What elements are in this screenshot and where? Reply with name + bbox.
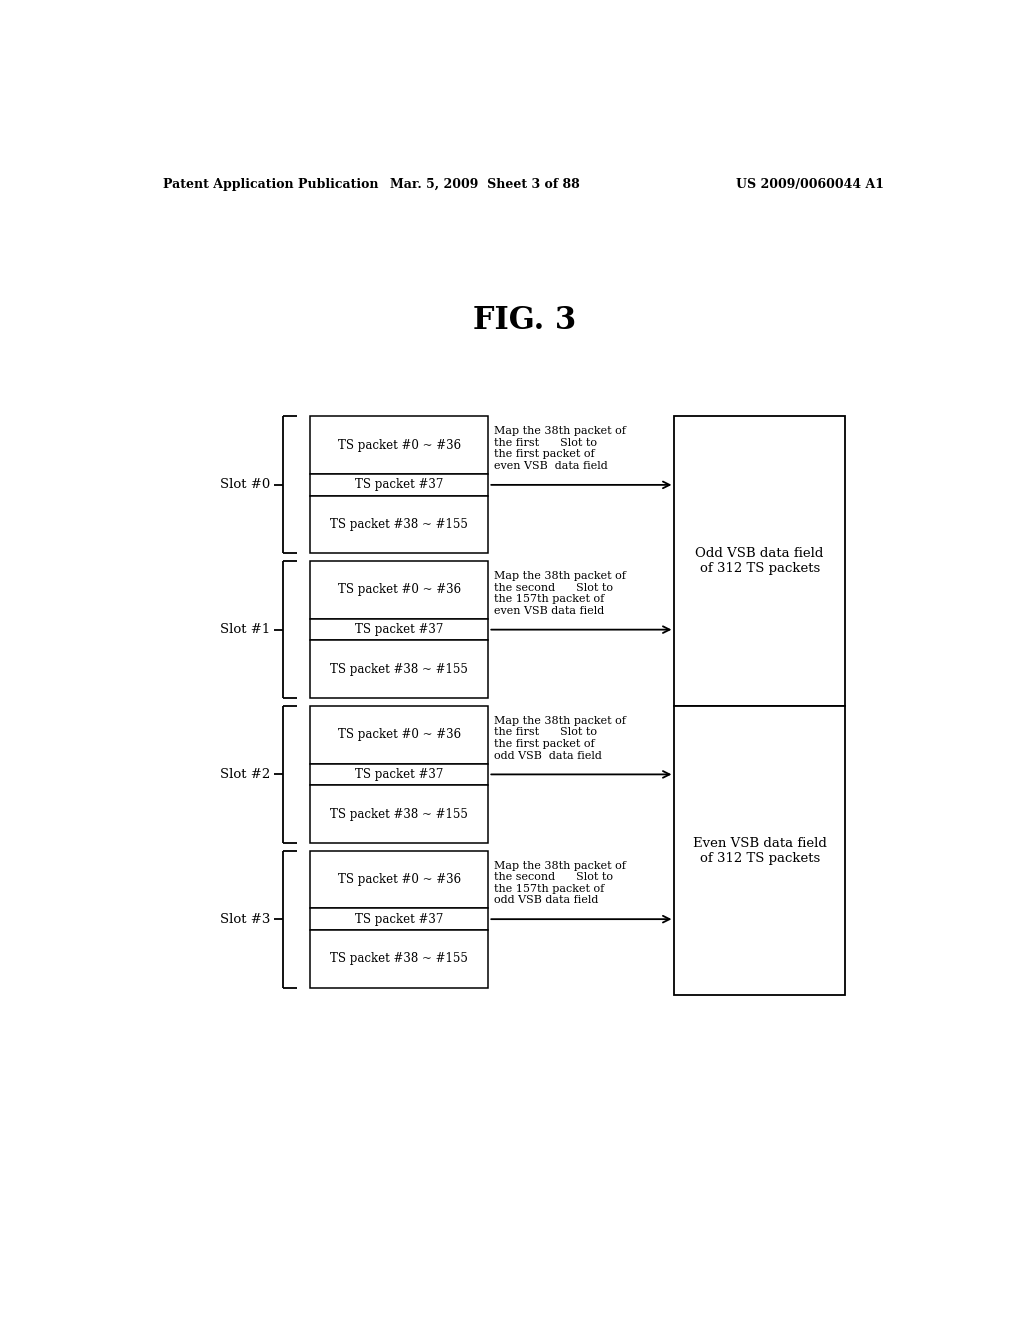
- Bar: [310, 496, 488, 553]
- Text: TS packet #0 ~ #36: TS packet #0 ~ #36: [338, 873, 461, 886]
- Text: Slot #2: Slot #2: [220, 768, 270, 781]
- Text: Patent Application Publication: Patent Application Publication: [163, 178, 379, 190]
- Bar: [310, 908, 488, 931]
- Text: FIG. 3: FIG. 3: [473, 305, 577, 335]
- Text: Even VSB data field
of 312 TS packets: Even VSB data field of 312 TS packets: [692, 837, 826, 865]
- Bar: [310, 561, 488, 619]
- Text: TS packet #37: TS packet #37: [355, 478, 443, 491]
- Bar: [310, 931, 488, 987]
- Text: Mar. 5, 2009  Sheet 3 of 88: Mar. 5, 2009 Sheet 3 of 88: [389, 178, 580, 190]
- Text: Map the 38th packet of
the second      Slot to
the 157th packet of
even VSB data: Map the 38th packet of the second Slot t…: [494, 572, 626, 616]
- Text: TS packet #0 ~ #36: TS packet #0 ~ #36: [338, 438, 461, 451]
- Text: Slot #0: Slot #0: [220, 478, 270, 491]
- Bar: [310, 763, 488, 785]
- Text: TS packet #38 ~ #155: TS packet #38 ~ #155: [331, 517, 468, 531]
- Text: Map the 38th packet of
the second      Slot to
the 157th packet of
odd VSB data : Map the 38th packet of the second Slot t…: [494, 861, 626, 906]
- Text: US 2009/0060044 A1: US 2009/0060044 A1: [735, 178, 884, 190]
- Text: Slot #1: Slot #1: [220, 623, 270, 636]
- Bar: [310, 706, 488, 763]
- Bar: [310, 416, 488, 474]
- Text: TS packet #38 ~ #155: TS packet #38 ~ #155: [331, 663, 468, 676]
- Text: Map the 38th packet of
the first      Slot to
the first packet of
odd VSB  data : Map the 38th packet of the first Slot to…: [494, 715, 626, 760]
- Bar: [310, 619, 488, 640]
- Text: TS packet #37: TS packet #37: [355, 768, 443, 781]
- Text: TS packet #0 ~ #36: TS packet #0 ~ #36: [338, 729, 461, 742]
- Bar: [675, 416, 845, 706]
- Text: TS packet #37: TS packet #37: [355, 912, 443, 925]
- Text: TS packet #37: TS packet #37: [355, 623, 443, 636]
- Text: Map the 38th packet of
the first      Slot to
the first packet of
even VSB  data: Map the 38th packet of the first Slot to…: [494, 426, 626, 471]
- Bar: [310, 850, 488, 908]
- Bar: [310, 474, 488, 496]
- Bar: [310, 640, 488, 698]
- Text: Odd VSB data field
of 312 TS packets: Odd VSB data field of 312 TS packets: [695, 546, 824, 576]
- Bar: [310, 785, 488, 843]
- Text: TS packet #0 ~ #36: TS packet #0 ~ #36: [338, 583, 461, 597]
- Text: TS packet #38 ~ #155: TS packet #38 ~ #155: [331, 808, 468, 821]
- Text: Slot #3: Slot #3: [220, 912, 270, 925]
- Text: TS packet #38 ~ #155: TS packet #38 ~ #155: [331, 952, 468, 965]
- Bar: [675, 706, 845, 995]
